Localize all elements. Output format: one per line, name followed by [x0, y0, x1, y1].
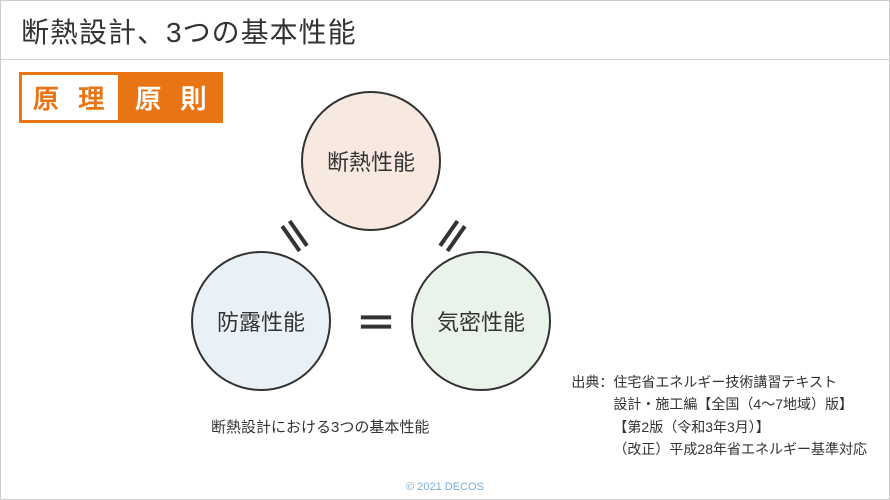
badge-principle-left: 原 理	[19, 72, 121, 123]
circle-insulation: 断熱性能	[301, 91, 441, 231]
source-line: 【第2版（令和3年3月）】	[571, 416, 867, 438]
source-citation: 出典：住宅省エネルギー技術講習テキスト 設計・施工編【全国（4～7地域）版】 【…	[571, 371, 867, 461]
title-bar: 断熱設計、3つの基本性能	[1, 1, 889, 60]
source-line: （改正）平成28年省エネルギー基準対応	[571, 438, 867, 460]
copyright-footer: © 2021 DECOS	[1, 481, 889, 493]
page-title: 断熱設計、3つの基本性能	[21, 11, 869, 51]
three-circle-diagram: 断熱性能 防露性能 気密性能 ＝ ＝ ＝	[181, 91, 561, 401]
diagram-caption: 断熱設計における3つの基本性能	[211, 416, 429, 437]
circle-dew-prevention: 防露性能	[191, 251, 331, 391]
source-line: 出典：住宅省エネルギー技術講習テキスト	[571, 371, 867, 393]
equals-icon: ＝	[356, 291, 396, 349]
circle-airtight: 気密性能	[411, 251, 551, 391]
source-line: 設計・施工編【全国（4～7地域）版】	[571, 393, 867, 415]
